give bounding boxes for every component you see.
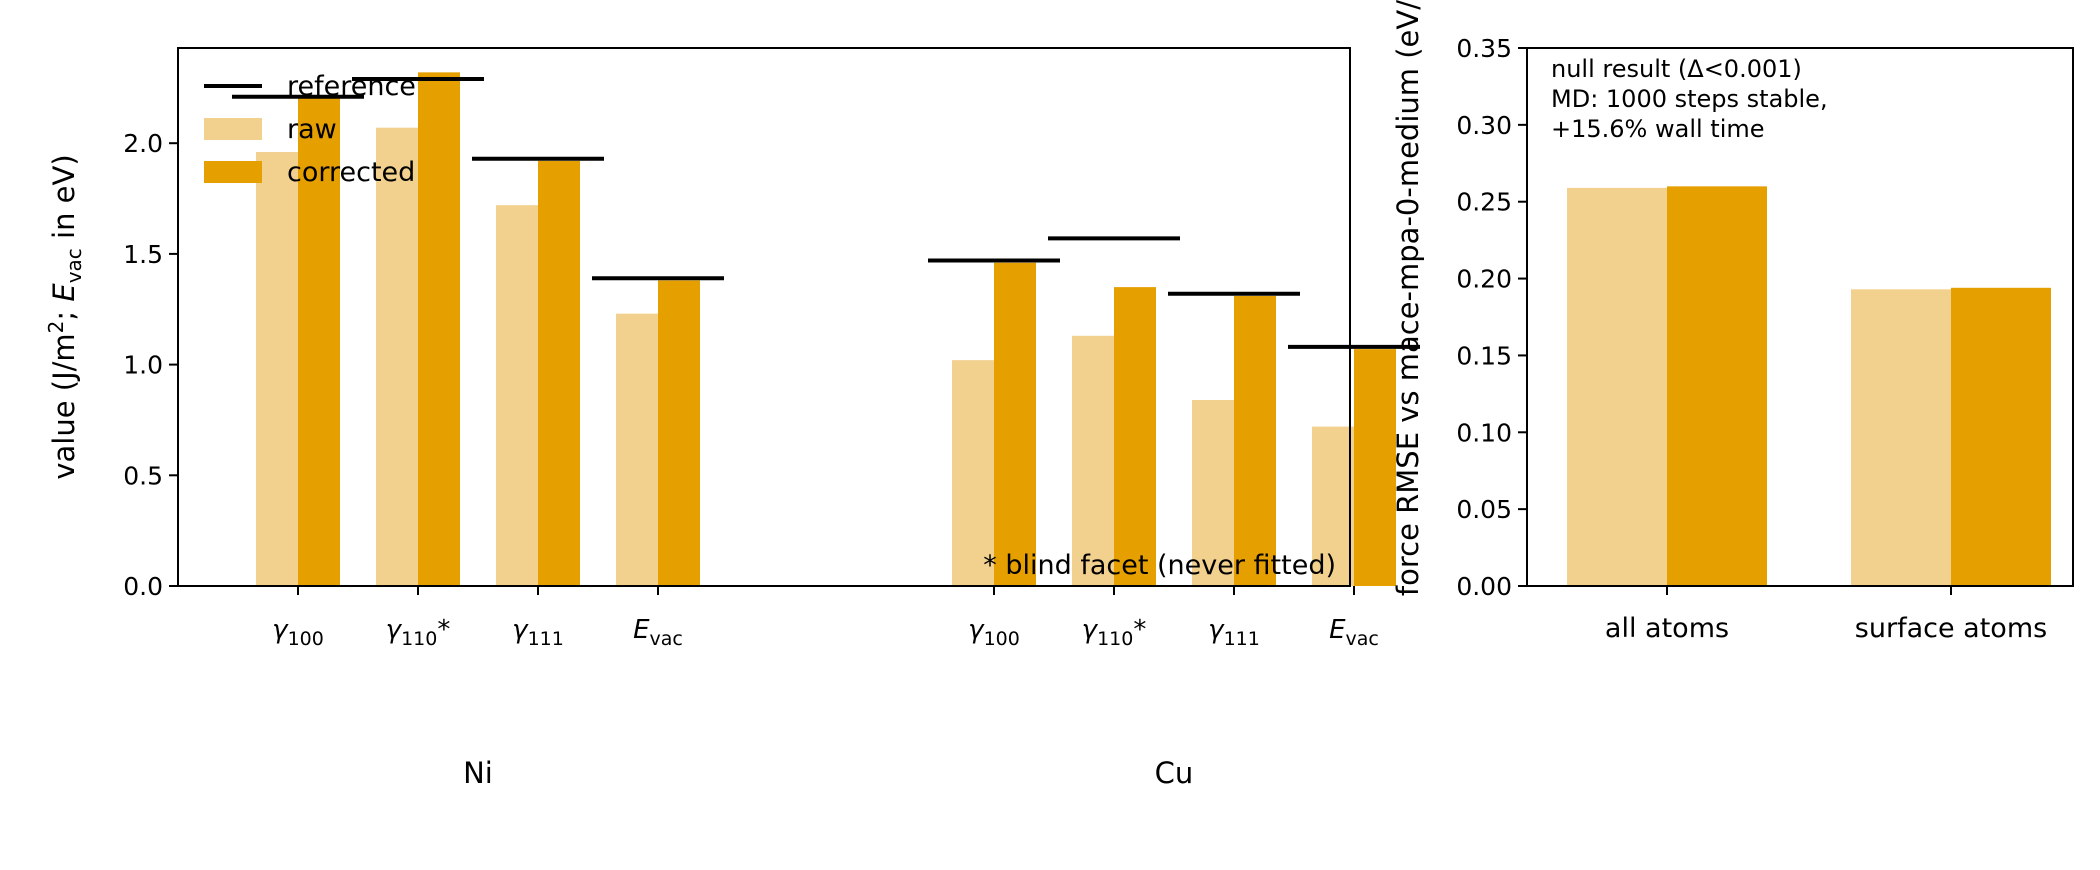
result-note-line-3: +15.6% wall time — [1551, 115, 1765, 143]
left-x-ticks: γ100 γ110* γ111 Evac γ100 γ110* γ111 Evac — [272, 586, 1379, 650]
y-tick-label: 1.0 — [123, 351, 163, 380]
x-tick-label: γ110* — [386, 615, 451, 650]
y-tick-label: 0.35 — [1456, 34, 1512, 63]
corrected-bar — [298, 96, 340, 586]
corrected-bar — [1951, 287, 2051, 586]
corrected-bar — [994, 262, 1036, 586]
group-label: Cu — [1155, 756, 1194, 790]
corrected-bar — [1114, 287, 1156, 586]
x-tick-label: all atoms — [1605, 613, 1729, 644]
raw-bar — [952, 360, 994, 586]
x-tick-label: Evac — [1329, 615, 1379, 650]
left-y-axis-label: value (J/m2; Evac in eV) — [44, 154, 86, 479]
y-tick-label: 0.00 — [1456, 572, 1512, 601]
right-bars — [1567, 186, 2051, 587]
right-y-axis-label: force RMSE vs mace-mpa-0-medium (eV/ — [1391, 0, 1425, 596]
legend-corrected-label: corrected — [287, 157, 415, 188]
legend-raw-label: raw — [287, 114, 337, 145]
raw-bar — [1567, 187, 1667, 586]
y-tick-label: 0.5 — [123, 461, 163, 490]
legend-reference-label: reference — [287, 71, 416, 102]
y-tick-label: 0.0 — [123, 572, 163, 601]
corrected-bar — [1667, 186, 1767, 587]
x-tick-label: surface atoms — [1855, 613, 2047, 644]
x-tick-label: γ111 — [512, 615, 564, 650]
y-tick-label: 2.0 — [123, 129, 163, 158]
raw-bar — [1312, 426, 1354, 586]
x-tick-label: γ100 — [272, 615, 324, 650]
left-reference-lines — [232, 76, 1420, 349]
right-axes-frame — [1526, 47, 2074, 587]
y-tick-label: 0.30 — [1456, 111, 1512, 140]
group-label: Ni — [463, 756, 493, 790]
blind-facet-note: * blind facet (never fitted) — [983, 550, 1336, 581]
legend: reference raw corrected — [204, 71, 416, 188]
result-note-line-2: MD: 1000 steps stable, — [1551, 85, 1828, 113]
y-tick-label: 0.10 — [1456, 418, 1512, 447]
left-bars — [256, 72, 1396, 587]
raw-bar — [616, 313, 658, 586]
x-tick-label: γ100 — [968, 615, 1020, 650]
corrected-bar — [1354, 349, 1396, 586]
x-tick-label: γ110* — [1082, 615, 1147, 650]
raw-bar — [256, 152, 298, 586]
y-tick-label: 0.05 — [1456, 495, 1512, 524]
x-tick-label: γ111 — [1208, 615, 1260, 650]
y-tick-label: 1.5 — [123, 240, 163, 269]
y-tick-label: 0.15 — [1456, 341, 1512, 370]
left-y-ticks: 0.0 0.5 1.0 1.5 2.0 — [123, 129, 178, 601]
right-panel: 0.00 0.05 0.10 0.15 0.20 0.25 0.30 0.35 all ato… — [1391, 0, 2074, 644]
raw-bar — [1851, 289, 1951, 586]
left-axes-frame — [177, 47, 1351, 587]
left-panel: 0.0 0.5 1.0 1.5 2.0 γ100 γ110* γ111 Evac γ100 γ11… — [44, 47, 1420, 790]
y-tick-label: 0.25 — [1456, 188, 1512, 217]
corrected-bar — [538, 160, 580, 586]
legend-raw-swatch — [204, 118, 262, 140]
right-y-ticks: 0.00 0.05 0.10 0.15 0.20 0.25 0.30 0.35 — [1456, 34, 1527, 601]
result-note-line-1: null result (Δ<0.001) — [1551, 55, 1802, 83]
corrected-bar — [1234, 295, 1276, 586]
raw-bar — [1192, 400, 1234, 586]
right-x-ticks: all atoms surface atoms — [1605, 586, 2047, 644]
corrected-bar — [418, 72, 460, 587]
raw-bar — [376, 127, 418, 586]
legend-corrected-swatch — [204, 161, 262, 183]
raw-bar — [496, 205, 538, 586]
left-group-labels: Ni Cu — [463, 756, 1193, 790]
y-tick-label: 0.20 — [1456, 265, 1512, 294]
corrected-bar — [658, 280, 700, 586]
x-tick-label: Evac — [633, 615, 683, 650]
raw-bar — [1072, 335, 1114, 586]
